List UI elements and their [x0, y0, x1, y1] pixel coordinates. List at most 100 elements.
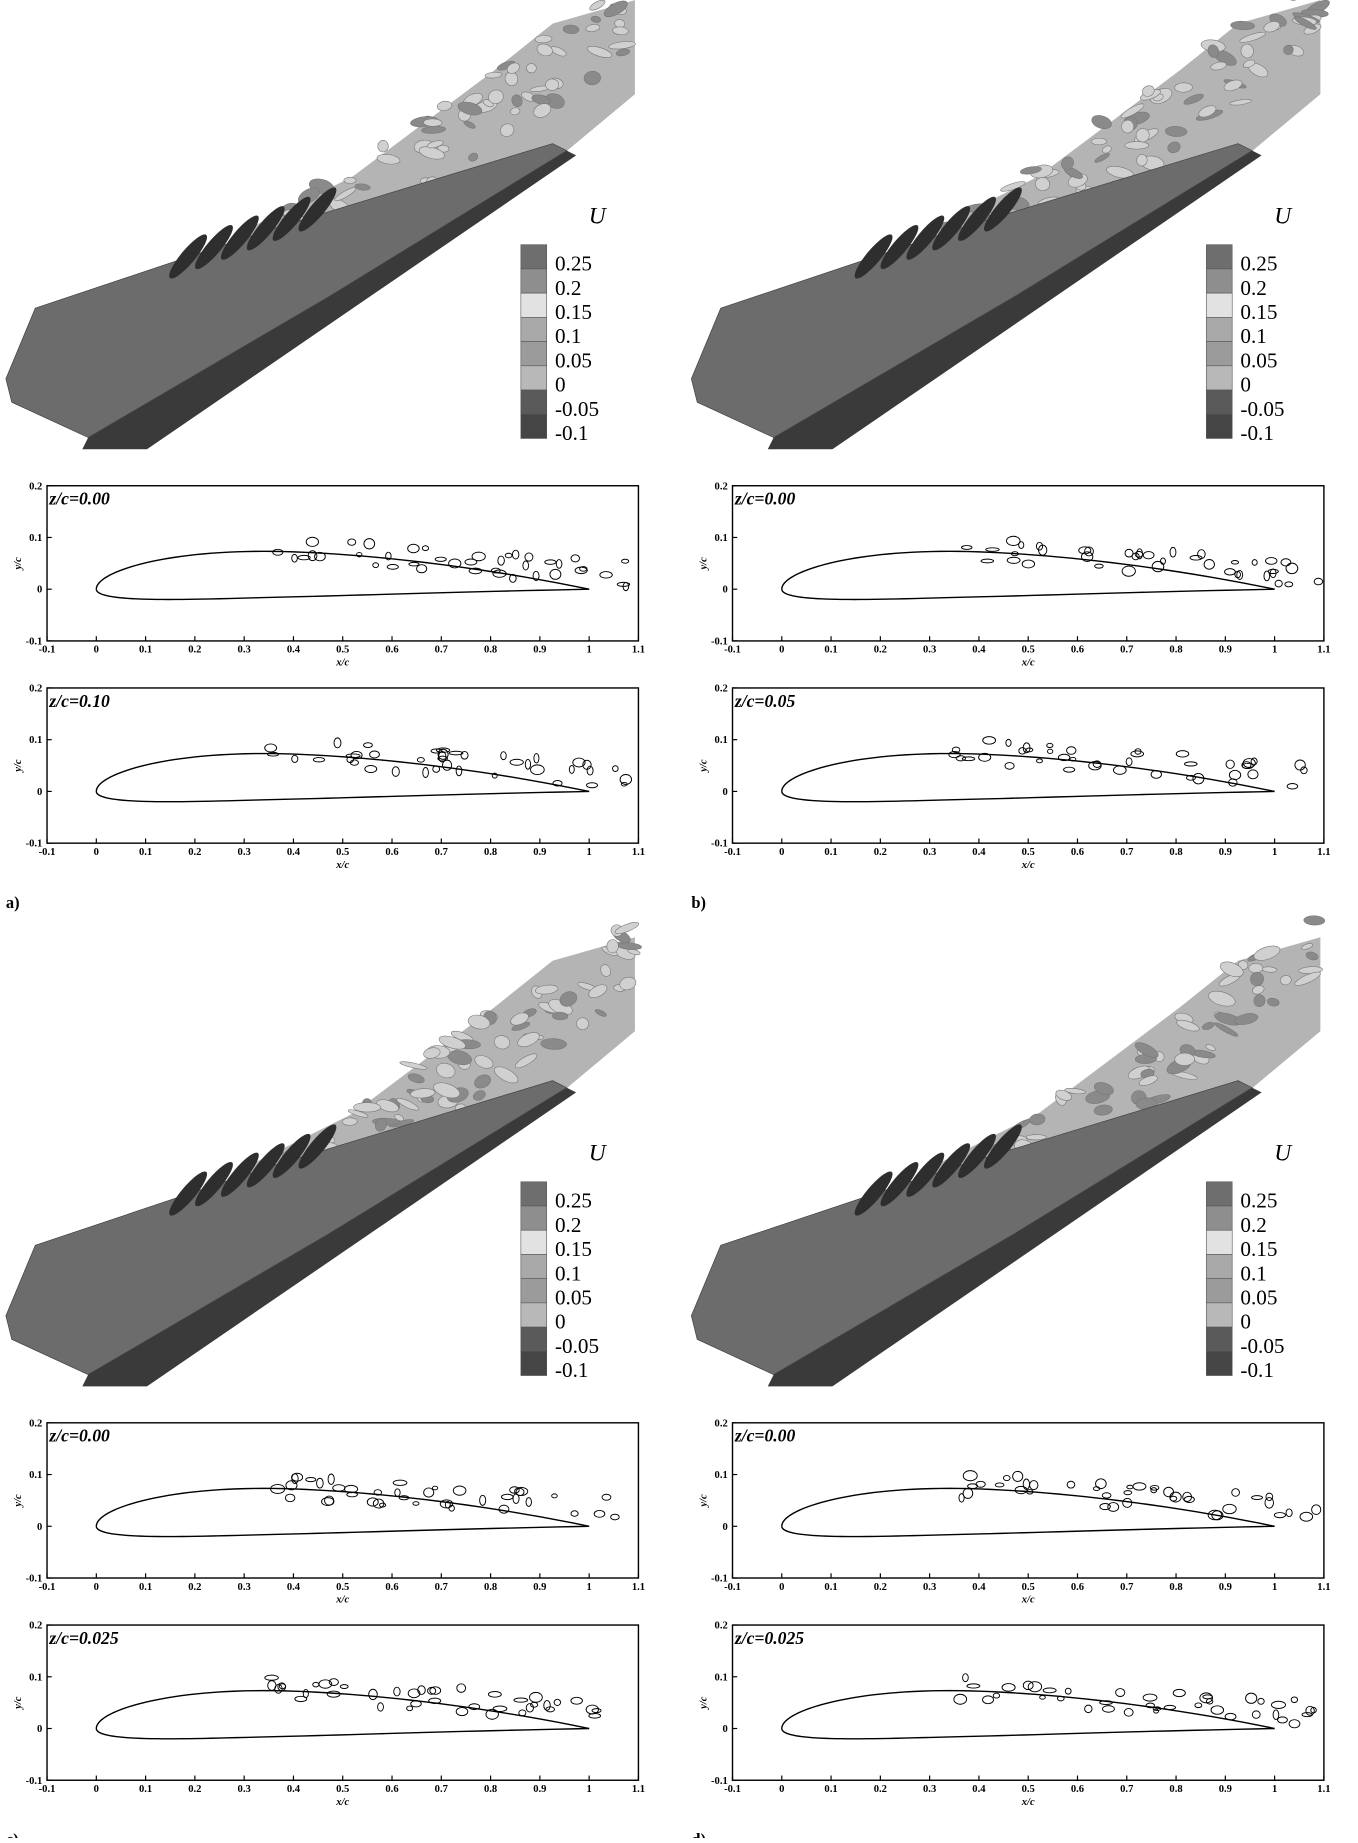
vortex-contour — [1280, 558, 1292, 567]
vortex-blob — [488, 89, 504, 105]
x-tick-label: 0.6 — [385, 1784, 398, 1795]
vortex-contour — [364, 765, 378, 773]
vortex-contour — [1112, 765, 1127, 775]
vortex-contour — [1251, 559, 1258, 566]
x-tick-label: -0.1 — [724, 1784, 741, 1795]
vortex-contour — [1035, 541, 1044, 551]
x-tick-label: 0 — [94, 1582, 99, 1593]
vortex-contour — [277, 1682, 287, 1692]
vortex-contour — [1047, 748, 1054, 755]
vortex-blob — [1035, 177, 1050, 192]
vortex-contour — [992, 1692, 1001, 1699]
vortex-contour — [421, 545, 430, 552]
vortex-contour — [1230, 560, 1240, 565]
vortex-contour — [1036, 758, 1043, 764]
x-tick-label: 0.5 — [336, 847, 349, 858]
vortex-contour — [377, 1702, 384, 1712]
vortex-contour — [327, 1473, 335, 1485]
vortex-contour — [394, 1488, 401, 1497]
vortex-blob — [1025, 1134, 1047, 1141]
surface-vortex — [246, 206, 285, 251]
vortex-contour — [455, 1707, 469, 1717]
x-tick-label: 1 — [587, 645, 592, 656]
y-tick-label: 0.2 — [29, 683, 42, 694]
vortex-contour — [511, 549, 520, 560]
x-tick-label: 0.3 — [238, 645, 251, 656]
vortex-contour — [468, 1703, 481, 1711]
vortex-contour — [501, 1493, 514, 1501]
legend-label: 0.1 — [1240, 1261, 1266, 1285]
vortex-contour — [416, 757, 425, 763]
vortex-contour — [1172, 1688, 1186, 1698]
vortex-contour — [1006, 535, 1021, 546]
x-tick-label: 1 — [587, 847, 592, 858]
legend-label: 0.15 — [1240, 1237, 1277, 1261]
vortex-contour — [509, 573, 517, 583]
vortex-contour — [266, 751, 280, 757]
x-tick-label: 1 — [1272, 1784, 1277, 1795]
x-tick-label: 0.3 — [923, 1582, 936, 1593]
vortex-blob — [396, 1098, 419, 1111]
surface-vortex — [880, 224, 919, 270]
surface-vortex — [220, 1152, 259, 1197]
vortex-contour — [1018, 541, 1025, 549]
surface-vortex — [983, 1124, 1022, 1169]
plot-frame — [46, 687, 640, 844]
vortex-contour — [553, 1698, 562, 1706]
vortex-blob — [1093, 1104, 1113, 1116]
vortex-blob — [506, 62, 520, 74]
legend-label: -0.1 — [555, 421, 589, 445]
vortex-contour — [533, 753, 540, 764]
legend-label: 0.1 — [555, 1261, 581, 1285]
y-tick-label: 0 — [722, 787, 727, 798]
vortex-contour — [1123, 1490, 1133, 1496]
vortex-contour — [363, 742, 373, 749]
vortex-contour — [492, 569, 507, 578]
vortex-contour — [1222, 1503, 1237, 1515]
y-tick-label: 0.2 — [29, 481, 42, 492]
wing-render — [690, 915, 1326, 1387]
y-axis-label: y/c — [13, 557, 24, 572]
y-tick-label: -0.1 — [26, 1776, 43, 1787]
vortex-contour — [1006, 556, 1021, 564]
vortex-contour — [551, 1493, 558, 1499]
vortex-blob — [1167, 141, 1181, 154]
legend-label: 0.15 — [555, 300, 592, 324]
airfoil-upper — [95, 1689, 590, 1730]
y-tick-label: 0.1 — [29, 1470, 42, 1481]
x-tick-label: 0 — [779, 1582, 784, 1593]
vortex-contour — [460, 750, 469, 760]
wing-top — [5, 143, 568, 438]
y-tick-label: -0.1 — [711, 636, 728, 647]
vortex-contour — [549, 568, 562, 580]
vortex-contour — [1153, 1708, 1160, 1714]
vortex-contour — [1300, 766, 1308, 775]
airfoil-upper — [781, 752, 1275, 793]
legend-label: 0 — [555, 373, 566, 397]
vortex-contour — [485, 1708, 499, 1720]
legend-label: -0.1 — [555, 1358, 589, 1382]
legend-label: -0.05 — [555, 397, 599, 421]
x-tick-label: 0.1 — [139, 1784, 152, 1795]
vortex-blob — [421, 125, 446, 134]
vortex-contour — [1234, 570, 1241, 579]
y-tick-label: 0.1 — [29, 533, 42, 544]
vortex-contour — [434, 556, 447, 562]
plot-frame — [46, 1422, 640, 1579]
vortex-contour — [1084, 546, 1094, 557]
x-tick-label: 0.1 — [824, 1784, 837, 1795]
vortex-contour — [1290, 1696, 1299, 1703]
vortex-contour — [619, 774, 633, 785]
vortex-blob — [1219, 961, 1244, 978]
vortex-contour — [994, 1482, 1005, 1488]
vortex-contour — [1151, 560, 1165, 573]
x-tick-label: 0.8 — [1169, 847, 1182, 858]
vortex-blob — [474, 1074, 491, 1089]
vortex-contour — [1126, 1484, 1134, 1490]
vortex-contour — [1277, 1716, 1288, 1724]
x-tick-label: 0.9 — [1219, 1582, 1232, 1593]
y-axis-label: y/c — [699, 1494, 710, 1509]
vortex-contour — [356, 551, 363, 558]
annotation: z/c=0.00 — [48, 1426, 110, 1446]
vortex-contour — [326, 1690, 341, 1698]
